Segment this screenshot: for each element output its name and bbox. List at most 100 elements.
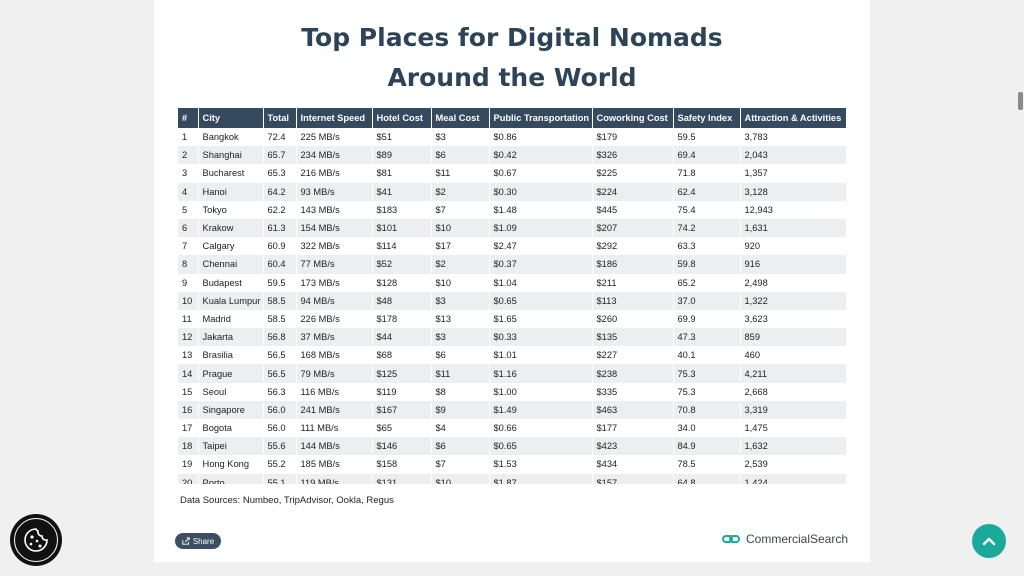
table-row: 11 Madrid 58.5 226 MB/s $178 $13 $1.65 $260 69.9… [178,309,846,329]
column-header: Public Transportation [489,108,593,128]
table-cell: 59.5 [673,128,741,147]
table-cell: $178 [372,309,432,329]
table-cell: $3 [431,328,490,347]
table-cell: 79 MB/s [296,364,373,383]
table-cell: 69.4 [673,146,741,165]
table-cell: 71.8 [673,164,741,183]
table-cell: $1.53 [489,455,593,474]
table-cell: 64.8 [673,473,741,484]
table-cell: 94 MB/s [296,291,373,310]
table-cell: $463 [592,400,674,419]
table-cell: $1.09 [489,218,593,238]
table-cell: 70.8 [673,400,741,419]
table-cell: 56.5 [263,364,297,383]
table-cell: $157 [592,473,674,484]
table-cell: 1,475 [740,419,846,438]
table-cell: $179 [592,128,674,147]
table-body: 1 Bangkok 72.4 225 MB/s $51 $3 $0.86 $179 59.5 3,… [178,128,846,484]
table-cell: 72.4 [263,128,297,147]
table-cell: 173 MB/s [296,273,373,292]
table-cell: $0.66 [489,419,593,438]
table-header-row: # City Total Internet Speed Hotel Cost Meal C… [178,108,846,128]
table-cell: 65.3 [263,164,297,183]
table-cell: 119 MB/s [296,473,373,484]
table-cell: 3,623 [740,309,846,329]
table-cell: 59.8 [673,255,741,274]
table-cell: $1.48 [489,200,593,219]
table-cell: 1,631 [740,218,846,238]
table-cell: 2,498 [740,273,846,292]
table-cell: 9 [178,273,199,292]
table-cell: 111 MB/s [296,419,373,438]
table-cell: $10 [431,473,490,484]
table-cell: 460 [740,346,846,365]
table-cell: 2 [178,146,199,165]
page-scrollbar-thumb[interactable] [1018,92,1023,110]
data-sources-note: Data Sources: Numbeo, TripAdvisor, Ookla… [180,495,394,506]
table-row: 16 Singapore 56.0 241 MB/s $167 $9 $1.49 $463 70… [178,400,846,419]
table-cell: Kuala Lumpur [198,291,264,310]
column-header: Total [263,108,297,128]
table-cell: $8 [431,382,490,401]
table-cell: $225 [592,164,674,183]
table-cell: Bogota [198,419,264,438]
table-cell: $1.01 [489,346,593,365]
table-cell: $0.42 [489,146,593,165]
table-cell: 65.2 [673,273,741,292]
table-cell: $7 [431,200,490,219]
table-cell: 8 [178,255,199,274]
table-cell: $9 [431,400,490,419]
table-cell: $51 [372,128,432,147]
scroll-to-top-button[interactable] [972,524,1006,558]
table-cell: $2.47 [489,237,593,256]
table-cell: 37.0 [673,291,741,310]
table-row: 6 Krakow 61.3 154 MB/s $101 $10 $1.09 $207 74.2 1… [178,218,846,238]
table-cell: 4,211 [740,364,846,383]
table-cell: $1.00 [489,382,593,401]
table-cell: $423 [592,437,674,456]
table-cell: 2,668 [740,382,846,401]
table-cell: 17 [178,419,199,438]
cookie-settings-button[interactable] [10,514,62,566]
table-cell: $2 [431,255,490,274]
table-cell: 56.8 [263,328,297,347]
share-button[interactable]: Share [175,533,221,549]
table-cell: $48 [372,291,432,310]
table-cell: $89 [372,146,432,165]
table-cell: $224 [592,182,674,201]
table-cell: $146 [372,437,432,456]
table-cell: 2,043 [740,146,846,165]
column-header: Safety Index [673,108,741,128]
table-scroll-area[interactable]: # City Total Internet Speed Hotel Cost Meal C… [178,108,846,484]
table-cell: 55.2 [263,455,297,474]
table-cell: $158 [372,455,432,474]
table-cell: 61.3 [263,218,297,238]
table-cell: $6 [431,346,490,365]
table-cell: Singapore [198,400,264,419]
table-cell: $0.65 [489,437,593,456]
table-cell: $135 [592,328,674,347]
table-cell: 55.6 [263,437,297,456]
table-cell: $3 [431,291,490,310]
title-line-2: Around the World [387,63,637,92]
table-cell: $128 [372,273,432,292]
table-cell: $2 [431,182,490,201]
table-cell: $0.65 [489,291,593,310]
column-header: Attraction & Activities [740,108,846,128]
table-cell: 16 [178,400,199,419]
table-row: 13 Brasilia 56.5 168 MB/s $68 $6 $1.01 $227 40.1… [178,346,846,365]
table-cell: 19 [178,455,199,474]
table-cell: 84.9 [673,437,741,456]
table-row: 2 Shanghai 65.7 234 MB/s $89 $6 $0.42 $326 69.4 2… [178,146,846,165]
table-cell: $207 [592,218,674,238]
table-cell: $227 [592,346,674,365]
commercialsearch-logo[interactable]: CommercialSearch [722,532,848,546]
table-row: 12 Jakarta 56.8 37 MB/s $44 $3 $0.33 $135 47.3 85… [178,328,846,347]
table-cell: 75.4 [673,200,741,219]
table-cell: $177 [592,419,674,438]
table-cell: $292 [592,237,674,256]
table-cell: 56.5 [263,346,297,365]
column-header: Meal Cost [431,108,490,128]
table-cell: Brasilia [198,346,264,365]
table-cell: $11 [431,164,490,183]
